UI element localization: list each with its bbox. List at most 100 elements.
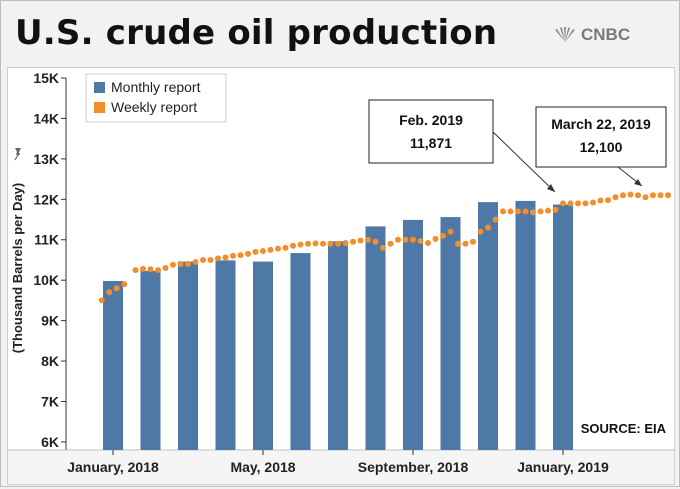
- weekly-point: [252, 248, 259, 255]
- bar: [290, 253, 311, 450]
- weekly-point: [372, 238, 379, 245]
- weekly-point: [237, 252, 244, 259]
- weekly-point: [477, 228, 484, 235]
- annotation-arrowhead: [547, 184, 555, 192]
- annotation-march-2019: March 22, 2019 12,100: [535, 106, 667, 187]
- weekly-point: [447, 228, 454, 235]
- legend-label-weekly: Weekly report: [111, 99, 197, 115]
- x-tick-label: January, 2018: [67, 459, 159, 475]
- x-axis-band: [8, 451, 674, 484]
- weekly-point: [350, 238, 356, 245]
- weekly-point: [410, 236, 416, 243]
- y-tick-label: 9K: [41, 313, 59, 329]
- weekly-point: [230, 252, 236, 259]
- weekly-point: [335, 240, 341, 247]
- legend: Monthly report Weekly report: [85, 73, 227, 123]
- weekly-point: [155, 267, 161, 274]
- weekly-point: [650, 192, 656, 199]
- annotation-title: Feb. 2019: [399, 112, 463, 128]
- bar: [440, 217, 461, 450]
- x-ticks: January, 2018 May, 2018 September, 2018 Jan…: [67, 450, 609, 475]
- weekly-point: [320, 240, 326, 247]
- weekly-point: [365, 236, 371, 243]
- y-tick-label: 11K: [34, 232, 59, 248]
- weekly-point: [582, 200, 589, 207]
- weekly-point: [215, 255, 221, 262]
- weekly-point: [552, 206, 559, 213]
- weekly-point: [222, 254, 229, 261]
- weekly-point: [545, 207, 551, 214]
- weekly-point: [567, 200, 574, 207]
- weekly-point: [537, 208, 544, 215]
- weekly-point: [635, 192, 641, 199]
- bar: [103, 280, 123, 450]
- weekly-point: [267, 246, 274, 253]
- x-tick-label: May, 2018: [230, 459, 295, 475]
- bar: [478, 202, 498, 450]
- weekly-point: [305, 240, 311, 247]
- y-tick-label: 7K: [41, 393, 59, 409]
- source-label: SOURCE: EIA: [581, 421, 667, 436]
- annotation-value: 12,100: [580, 139, 623, 155]
- y-tick-label: 12K: [33, 191, 59, 207]
- bar: [253, 261, 273, 450]
- y-tick-label: 15K: [33, 70, 59, 86]
- weekly-point: [507, 208, 514, 215]
- y-tick-label: 14K: [33, 110, 59, 126]
- weekly-point: [417, 237, 424, 244]
- bar-series: [103, 200, 573, 450]
- weekly-point: [327, 240, 334, 247]
- chart-svg: 15K 14K 13K 12K 11K 10K 9K 8K 7K 6K January, 2018…: [8, 70, 674, 484]
- weekly-point: [342, 239, 349, 246]
- y-tick-label: 10K: [33, 272, 59, 288]
- y-tick-label: 13K: [33, 151, 59, 167]
- legend-swatch-monthly: [94, 82, 105, 93]
- annotation-arrowhead: [634, 179, 642, 186]
- weekly-point: [642, 194, 649, 201]
- legend-swatch-weekly: [94, 102, 105, 113]
- weekly-point: [98, 297, 105, 304]
- weekly-point: [113, 285, 120, 292]
- header: U.S. crude oil production CNBC: [1, 1, 679, 65]
- bar: [403, 219, 423, 450]
- weekly-point: [357, 237, 364, 244]
- weekly-point: [485, 224, 491, 231]
- weekly-point: [425, 239, 431, 246]
- bar: [328, 241, 348, 450]
- weekly-point: [522, 208, 529, 215]
- legend-box: [85, 73, 227, 123]
- weekly-point: [665, 192, 671, 199]
- bar: [140, 270, 161, 450]
- weekly-point: [260, 248, 266, 255]
- weekly-point: [395, 236, 401, 243]
- weekly-point: [492, 216, 499, 223]
- weekly-point: [380, 244, 386, 251]
- weekly-point: [275, 245, 281, 252]
- x-tick-label: September, 2018: [358, 459, 469, 475]
- y-tick-label: 6K: [41, 434, 59, 450]
- weekly-point: [590, 199, 596, 206]
- x-tick-label: January, 2019: [517, 459, 609, 475]
- weekly-point: [387, 240, 394, 247]
- weekly-point: [121, 281, 128, 288]
- annotation-box: [535, 106, 667, 168]
- weekly-point: [657, 192, 664, 199]
- weekly-point: [185, 261, 191, 267]
- weekly-point: [245, 250, 251, 257]
- weekly-point: [170, 261, 176, 268]
- weekly-point: [106, 289, 113, 296]
- chart-area: 15K 14K 13K 12K 11K 10K 9K 8K 7K 6K January, 2018…: [7, 67, 675, 485]
- weekly-point: [312, 240, 319, 247]
- weekly-point: [132, 267, 139, 274]
- weekly-point: [627, 191, 634, 198]
- weekly-point: [530, 209, 536, 216]
- weekly-point: [560, 200, 566, 207]
- bar: [215, 260, 236, 450]
- weekly-point: [500, 208, 506, 215]
- weekly-point: [605, 197, 611, 204]
- annotation-feb-2019: Feb. 2019 11,871: [368, 99, 556, 193]
- weekly-point: [162, 265, 169, 272]
- weekly-point: [177, 261, 184, 267]
- weekly-point: [597, 197, 604, 204]
